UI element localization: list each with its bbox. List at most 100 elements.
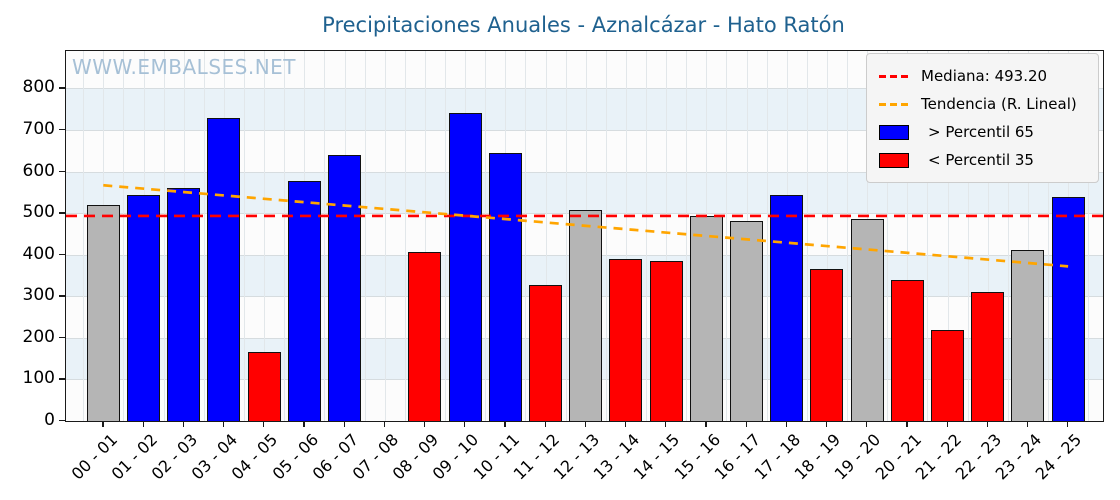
bar-04 - 05 bbox=[247, 351, 281, 421]
bar-22 - 23 bbox=[971, 291, 1005, 421]
gridline-v bbox=[485, 51, 487, 421]
gridline-v bbox=[927, 51, 929, 421]
gridline-v bbox=[887, 51, 889, 421]
y-tick-mark bbox=[59, 295, 65, 297]
trend-dashed-line-swatch bbox=[879, 102, 909, 106]
gridline-v bbox=[1088, 51, 1090, 421]
y-tick-label-500: 500 bbox=[22, 202, 55, 223]
bar-00 - 01 bbox=[86, 204, 120, 421]
legend-item-trend: Tendencia (R. Lineal) bbox=[879, 90, 1088, 118]
y-tick-mark bbox=[59, 253, 65, 256]
x-tick-mark bbox=[745, 421, 747, 428]
percentil65-swatch bbox=[879, 124, 909, 140]
y-tick-label-0: 0 bbox=[44, 410, 55, 430]
trend-line bbox=[103, 183, 1069, 268]
y-tick-label-800: 800 bbox=[22, 77, 55, 98]
x-tick-mark bbox=[866, 421, 868, 428]
gridline-v bbox=[847, 51, 848, 421]
reference-lines-layer bbox=[66, 183, 1103, 268]
gridline-v bbox=[123, 51, 125, 421]
gridline-v bbox=[163, 51, 165, 421]
y-tick-label-200: 200 bbox=[22, 326, 55, 347]
gridline-v bbox=[987, 51, 989, 421]
legend-trend-label: Tendencia (R. Lineal) bbox=[921, 95, 1077, 113]
y-tick-mark bbox=[59, 420, 65, 422]
gridline-v bbox=[284, 51, 286, 421]
gridline-v bbox=[766, 51, 768, 421]
gridline-v bbox=[83, 51, 85, 421]
y-tick-mark bbox=[59, 378, 65, 380]
gridline-v bbox=[364, 51, 366, 421]
median-dashed-line-swatch bbox=[879, 74, 909, 78]
x-tick-mark bbox=[665, 421, 667, 428]
bar-12 - 13 bbox=[569, 210, 603, 421]
legend-p65-label: > Percentil 65 bbox=[928, 123, 1034, 141]
y-tick-mark bbox=[59, 336, 65, 339]
gridline-v bbox=[545, 51, 547, 421]
legend-median-label: Mediana: 493.20 bbox=[921, 67, 1048, 85]
x-tick-mark bbox=[504, 421, 506, 428]
gridline-v bbox=[565, 51, 567, 421]
y-tick-label-400: 400 bbox=[22, 243, 55, 264]
bar-23 - 24 bbox=[1011, 249, 1045, 421]
gridline-v bbox=[686, 51, 688, 421]
bar-17 - 18 bbox=[770, 195, 804, 421]
gridline-v bbox=[244, 51, 245, 421]
y-tick-mark bbox=[59, 212, 65, 214]
bar-16 - 17 bbox=[730, 220, 763, 421]
gridline-h-800 bbox=[66, 88, 1103, 90]
bar-11 - 12 bbox=[529, 284, 562, 421]
bar-20 - 21 bbox=[890, 280, 924, 421]
y-tick-label-600: 600 bbox=[22, 160, 55, 181]
x-tick-mark bbox=[825, 421, 828, 428]
bar-02 - 03 bbox=[167, 187, 201, 421]
gridline-v bbox=[666, 51, 668, 421]
gridline-v bbox=[1027, 51, 1029, 421]
bar-18 - 19 bbox=[810, 268, 844, 421]
x-tick-mark bbox=[383, 421, 386, 428]
x-tick-mark bbox=[705, 421, 707, 428]
legend-item-median: Mediana: 493.20 bbox=[879, 62, 1088, 90]
legend-item-p35: < Percentil 35 bbox=[879, 146, 1088, 174]
x-tick-mark bbox=[263, 421, 265, 428]
x-tick-mark bbox=[906, 421, 908, 428]
bar-13 - 14 bbox=[609, 259, 643, 421]
bar-19 - 20 bbox=[850, 218, 884, 421]
x-tick-mark bbox=[222, 421, 225, 428]
bar-06 - 07 bbox=[328, 154, 361, 421]
y-tick-label-700: 700 bbox=[22, 118, 55, 139]
x-tick-mark bbox=[584, 421, 587, 428]
gridline-v bbox=[445, 51, 446, 421]
gridline-v bbox=[806, 51, 808, 421]
legend-p35-label: < Percentil 35 bbox=[928, 151, 1034, 169]
bar-15 - 16 bbox=[689, 216, 723, 421]
legend: Mediana: 493.20 Tendencia (R. Lineal) > … bbox=[866, 53, 1099, 183]
gridline-v bbox=[324, 51, 326, 421]
bar-24 - 25 bbox=[1051, 196, 1085, 421]
bar-14 - 15 bbox=[649, 260, 683, 421]
x-tick-mark bbox=[343, 421, 345, 428]
bar-08 - 09 bbox=[408, 252, 442, 421]
gridline-v bbox=[525, 51, 527, 421]
gridline-v bbox=[1007, 51, 1009, 421]
percentil35-swatch bbox=[879, 152, 909, 168]
x-tick-mark bbox=[303, 421, 305, 428]
bar-05 - 06 bbox=[287, 181, 321, 421]
x-tick-mark bbox=[142, 421, 144, 428]
x-tick-mark bbox=[102, 421, 104, 428]
gridline-v bbox=[826, 51, 828, 421]
gridline-h-600 bbox=[66, 171, 1103, 173]
bar-03 - 04 bbox=[207, 117, 241, 421]
gridline-v bbox=[203, 51, 205, 421]
gridline-v bbox=[384, 51, 386, 421]
x-tick-mark bbox=[785, 421, 788, 428]
bar-09 - 10 bbox=[448, 112, 482, 421]
x-tick-mark bbox=[464, 421, 466, 428]
x-tick-mark bbox=[1067, 421, 1069, 428]
gridline-v bbox=[264, 51, 266, 421]
x-tick-mark bbox=[544, 421, 546, 428]
y-tick-mark bbox=[59, 170, 65, 172]
gridline-v bbox=[605, 51, 607, 421]
x-tick-mark bbox=[986, 421, 989, 428]
